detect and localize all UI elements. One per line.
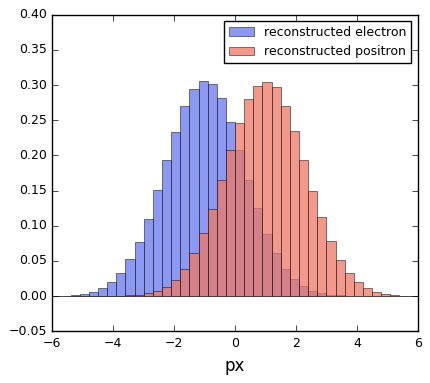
- Bar: [354, 282, 363, 296]
- Bar: [235, 123, 244, 296]
- Bar: [144, 219, 153, 296]
- Bar: [281, 106, 290, 296]
- Bar: [144, 293, 153, 296]
- Bar: [199, 81, 208, 296]
- Bar: [208, 209, 217, 296]
- Bar: [126, 295, 135, 296]
- Bar: [317, 293, 326, 296]
- Bar: [217, 180, 226, 296]
- X-axis label: px: px: [225, 357, 245, 375]
- Bar: [171, 132, 180, 296]
- Bar: [326, 295, 335, 296]
- Bar: [117, 273, 126, 296]
- Bar: [208, 84, 217, 296]
- Bar: [272, 253, 281, 296]
- Bar: [299, 160, 308, 296]
- Bar: [189, 253, 199, 296]
- Bar: [98, 288, 107, 296]
- Bar: [135, 242, 144, 296]
- Bar: [335, 295, 345, 296]
- Bar: [326, 241, 335, 296]
- Bar: [308, 291, 317, 296]
- Bar: [253, 86, 262, 296]
- Bar: [89, 292, 98, 296]
- Bar: [126, 259, 135, 296]
- Bar: [281, 269, 290, 296]
- Bar: [308, 191, 317, 296]
- Bar: [290, 131, 299, 296]
- Bar: [171, 280, 180, 296]
- Bar: [217, 98, 226, 296]
- Bar: [262, 234, 272, 296]
- Bar: [244, 99, 253, 296]
- Bar: [180, 269, 189, 296]
- Bar: [244, 180, 253, 296]
- Bar: [372, 292, 381, 296]
- Bar: [235, 150, 244, 296]
- Bar: [153, 291, 162, 296]
- Bar: [162, 160, 171, 296]
- Bar: [153, 190, 162, 296]
- Legend: reconstructed electron, reconstructed positron: reconstructed electron, reconstructed po…: [224, 21, 412, 63]
- Bar: [272, 87, 281, 296]
- Bar: [345, 273, 354, 296]
- Bar: [262, 82, 272, 296]
- Bar: [381, 294, 390, 296]
- Bar: [80, 294, 89, 296]
- Bar: [299, 286, 308, 296]
- Bar: [71, 295, 80, 296]
- Bar: [290, 280, 299, 296]
- Bar: [363, 288, 372, 296]
- Bar: [180, 106, 189, 296]
- Bar: [162, 287, 171, 296]
- Bar: [226, 122, 235, 296]
- Bar: [335, 260, 345, 296]
- Bar: [226, 150, 235, 296]
- Bar: [390, 295, 399, 296]
- Bar: [135, 295, 144, 296]
- Bar: [317, 217, 326, 296]
- Bar: [107, 282, 117, 296]
- Bar: [189, 89, 199, 296]
- Bar: [253, 208, 262, 296]
- Bar: [199, 233, 208, 296]
